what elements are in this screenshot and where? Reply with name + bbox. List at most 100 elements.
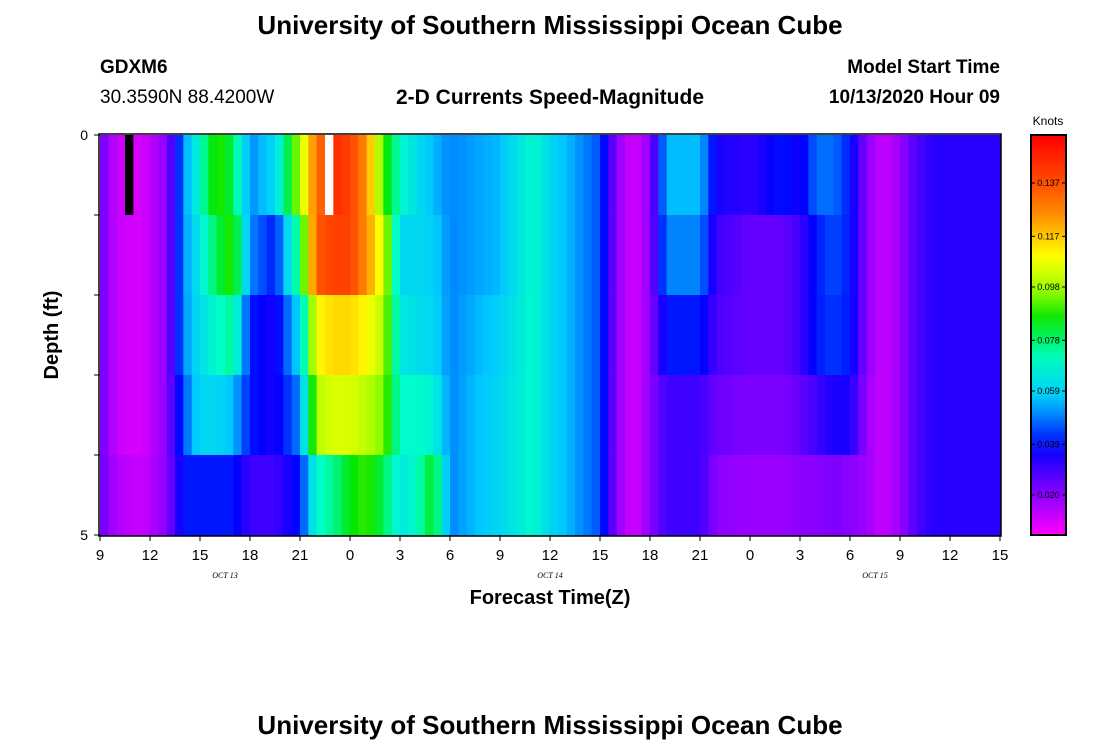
heatmap-cell: [891, 455, 901, 536]
heatmap-cell: [150, 375, 159, 456]
heatmap-cell: [325, 295, 334, 376]
heatmap-cell: [441, 215, 451, 296]
heatmap-cell: [183, 295, 193, 376]
heatmap-cell: [900, 455, 909, 536]
heatmap-cell: [725, 375, 734, 456]
heatmap-cell: [716, 375, 726, 456]
heatmap-cell: [333, 135, 343, 216]
heatmap-cell: [850, 455, 859, 536]
heatmap-cell: [466, 455, 476, 536]
heatmap-cell: [941, 215, 951, 296]
heatmap-cell: [766, 295, 776, 376]
heatmap-cell: [366, 455, 376, 536]
heatmap-cell: [925, 375, 934, 456]
heatmap-cell: [441, 375, 451, 456]
heatmap-cell: [658, 135, 668, 216]
heatmap-cell: [516, 215, 526, 296]
heatmap-cell: [641, 295, 651, 376]
heatmap-cell: [258, 375, 268, 456]
heatmap-cell: [950, 295, 959, 376]
heatmap-cell: [616, 215, 626, 296]
heatmap-cell: [841, 215, 851, 296]
heatmap-cell: [125, 295, 134, 376]
heatmap-cell: [108, 215, 118, 296]
heatmap-cell: [308, 215, 318, 296]
heatmap-cell: [858, 295, 868, 376]
heatmap-cell: [341, 295, 351, 376]
colorbar-ticks: 0.137 0.117 0.098 0.078 0.059 0.039 0.020: [1031, 178, 1066, 500]
heatmap-cell: [916, 295, 926, 376]
heatmap-cell: [541, 455, 551, 536]
heatmap-cell: [425, 135, 434, 216]
heatmap-cell: [516, 135, 526, 216]
heatmap-cell: [741, 455, 751, 536]
heatmap-cell: [575, 215, 584, 296]
heatmap-cell: [233, 215, 243, 296]
x-tick-label: 21: [292, 547, 309, 564]
heatmap-cell: [750, 295, 759, 376]
heatmap-cell: [891, 135, 901, 216]
heatmap-cell: [650, 215, 659, 296]
heatmap-cell: [691, 295, 701, 376]
heatmap-cell: [825, 215, 834, 296]
heatmap-cell: [500, 215, 509, 296]
heatmap-cell: [933, 455, 943, 536]
heatmap-cell: [800, 295, 809, 376]
heatmap-cell: [866, 455, 876, 536]
heatmap-cell: [733, 375, 743, 456]
heatmap-cell: [516, 375, 526, 456]
heatmap-cell: [375, 295, 384, 376]
heatmap-cell: [425, 455, 434, 536]
heatmap-cell: [175, 375, 184, 456]
heatmap-cell: [816, 215, 826, 296]
heatmap-cell: [466, 295, 476, 376]
heatmap-cell: [266, 215, 276, 296]
heatmap-cell: [291, 215, 301, 296]
heatmap-cell: [216, 295, 226, 376]
heatmap-cell: [983, 215, 993, 296]
heatmap-cell: [200, 375, 209, 456]
heatmap-cell: [933, 375, 943, 456]
heatmap-cell: [791, 375, 801, 456]
heatmap-cell: [758, 215, 768, 296]
heatmap-cell: [866, 215, 876, 296]
x-tick-label: 9: [96, 547, 104, 564]
heatmap-cell: [191, 455, 201, 536]
heatmap-cell: [708, 295, 718, 376]
x-tick-label: 18: [242, 547, 259, 564]
heatmap-cell: [241, 135, 251, 216]
heatmap-cell: [441, 295, 451, 376]
heatmap-cell: [816, 375, 826, 456]
heatmap-cell: [358, 215, 368, 296]
heatmap-cell: [441, 455, 451, 536]
heatmap-cell: [333, 295, 343, 376]
chart-subtitle: 2-D Currents Speed-Magnitude: [395, 86, 705, 109]
heatmap-cell: [600, 215, 609, 296]
heatmap-cell: [433, 455, 443, 536]
x-axis-label: Forecast Time(Z): [470, 587, 631, 609]
heatmap-cell: [116, 215, 126, 296]
heatmap-cell: [450, 375, 459, 456]
heatmap-cell: [608, 135, 618, 216]
colorbar: [1030, 134, 1067, 536]
heatmap-cell: [116, 295, 126, 376]
heatmap-cell: [558, 375, 568, 456]
heatmap-cell: [458, 215, 468, 296]
heatmap-cell: [250, 295, 259, 376]
heatmap-cell: [908, 455, 918, 536]
heatmap-cell: [741, 295, 751, 376]
x-tick-label: 18: [642, 547, 659, 564]
heatmap-cell: [875, 455, 884, 536]
heatmap-cell: [883, 295, 893, 376]
heatmap-cell: [258, 135, 268, 216]
heatmap-cell: [958, 135, 968, 216]
heatmap-cell: [350, 215, 359, 296]
heatmap-cell: [675, 375, 684, 456]
heatmap-cell: [991, 375, 1001, 456]
heatmap-cell: [525, 455, 534, 536]
x-tick-label: 21: [692, 547, 709, 564]
heatmap-cell: [758, 375, 768, 456]
heatmap-cell: [308, 135, 318, 216]
